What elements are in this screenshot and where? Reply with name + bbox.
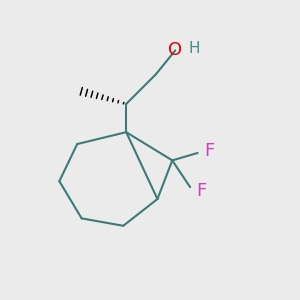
Text: H: H (189, 41, 200, 56)
Text: F: F (196, 182, 206, 200)
Text: F: F (204, 142, 214, 160)
Text: O: O (168, 41, 182, 59)
